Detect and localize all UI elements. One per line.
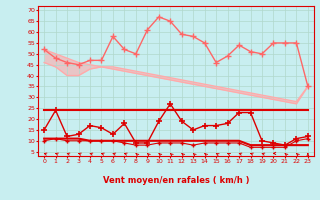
X-axis label: Vent moyen/en rafales ( km/h ): Vent moyen/en rafales ( km/h ) (103, 176, 249, 185)
